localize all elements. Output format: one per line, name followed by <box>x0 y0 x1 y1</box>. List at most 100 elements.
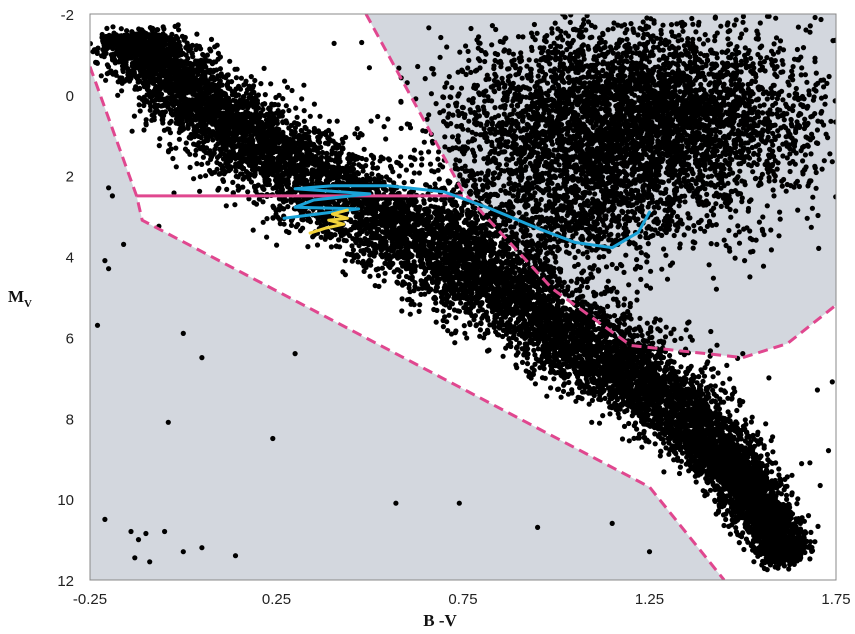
star-point-1995 <box>548 385 554 391</box>
star-point-3573 <box>233 75 239 81</box>
star-point-2272 <box>807 556 813 562</box>
star-point-4438 <box>755 429 761 435</box>
star-point-2512 <box>141 127 147 133</box>
star-point-633 <box>657 366 663 372</box>
star-point-4460 <box>375 273 381 279</box>
star-point-572 <box>104 25 110 31</box>
star-point-618 <box>568 278 574 284</box>
star-point-4275 <box>749 414 755 420</box>
star-point-4027 <box>741 546 747 553</box>
star-point-1300 <box>368 118 374 124</box>
star-point-502 <box>197 174 203 180</box>
star-point-1224 <box>596 420 603 426</box>
star-point-4175 <box>662 334 669 340</box>
star-point-1767 <box>579 283 585 289</box>
star-point-230 <box>551 376 557 382</box>
star-point-2090 <box>775 565 781 571</box>
star-point-4969 <box>225 72 231 78</box>
star-point-1749 <box>436 176 442 182</box>
star-point-3960 <box>805 513 812 519</box>
star-point-555 <box>261 65 267 71</box>
star-point-4429 <box>693 479 699 485</box>
star-point-4917 <box>685 320 691 326</box>
star-point-1035 <box>600 413 606 419</box>
star-point-3865 <box>700 378 706 384</box>
star-point-2063 <box>736 540 742 546</box>
star-point-1365 <box>361 146 367 152</box>
star-point-169 <box>197 188 203 194</box>
star-point-3667 <box>560 388 567 394</box>
star-point-1361 <box>677 464 684 470</box>
star-point-1028 <box>532 352 538 358</box>
star-point-4303 <box>234 66 240 72</box>
star-point-1489 <box>589 397 596 403</box>
star-point-2972 <box>416 308 422 314</box>
star-point-3149 <box>467 321 473 328</box>
star-point-2799 <box>355 259 361 265</box>
star-point-3860 <box>399 308 405 314</box>
star-point-4242 <box>770 434 776 440</box>
star-point-249 <box>639 332 645 339</box>
star-point-2940 <box>634 289 640 295</box>
star-point-126 <box>210 137 216 143</box>
star-point-3462 <box>815 523 821 530</box>
star-point-356 <box>395 280 401 286</box>
star-point-2003 <box>727 376 733 382</box>
star-point-1865 <box>663 324 669 330</box>
star-point-1858 <box>157 136 163 142</box>
star-point-2360 <box>707 487 714 493</box>
star-point-4217 <box>396 173 402 179</box>
star-point-4693 <box>268 81 274 87</box>
star-point-511 <box>621 321 628 327</box>
star-point-4787 <box>173 145 179 151</box>
star-point-1145 <box>191 176 197 182</box>
star-point-1155 <box>282 78 288 84</box>
star-point-229 <box>714 342 720 348</box>
star-point-3822 <box>136 102 142 108</box>
star-point-3414 <box>341 237 347 243</box>
star-point-2828 <box>328 244 334 250</box>
star-point-4308 <box>786 566 792 572</box>
star-point-3713 <box>129 128 135 134</box>
star-point-2312 <box>720 380 726 386</box>
star-point-807 <box>318 234 324 240</box>
star-point-2908 <box>770 449 776 455</box>
star-point-4146 <box>718 387 724 393</box>
star-point-1866 <box>232 202 238 208</box>
star-point-3768 <box>764 451 771 458</box>
star-point-4231 <box>183 140 189 146</box>
star-point-1883 <box>652 431 658 437</box>
star-point-588 <box>192 152 198 158</box>
star-point-3538 <box>369 171 375 177</box>
star-point-2220 <box>676 470 683 477</box>
star-point-2177 <box>238 75 244 81</box>
star-point-4225 <box>751 559 757 565</box>
star-point-3257 <box>708 328 714 335</box>
star-point-3525 <box>619 436 626 442</box>
star-point-4174 <box>477 327 483 333</box>
star-point-1996 <box>382 270 388 276</box>
star-point-484 <box>702 365 708 371</box>
star-point-3140 <box>223 203 229 209</box>
star-point-4860 <box>245 189 251 195</box>
star-point-181 <box>433 300 439 306</box>
star-point-665 <box>637 315 643 321</box>
star-point-2946 <box>233 168 239 174</box>
star-point-1051 <box>626 420 632 427</box>
star-point-1342 <box>723 516 729 523</box>
star-point-1403 <box>769 469 775 475</box>
star-point-4735 <box>434 307 440 313</box>
star-point-4322 <box>704 491 710 497</box>
star-point-2357 <box>167 141 173 147</box>
star-point-180 <box>286 107 292 114</box>
star-point-493 <box>361 268 367 274</box>
star-point-1849 <box>264 216 270 222</box>
lower-shaded-region <box>90 66 725 580</box>
star-point-1719 <box>734 407 740 414</box>
star-point-3996 <box>131 113 137 119</box>
star-point-703 <box>503 331 509 337</box>
star-point-324 <box>605 303 611 309</box>
star-points <box>90 14 836 573</box>
star-point-4748 <box>364 172 370 178</box>
star-point-843 <box>789 472 795 478</box>
